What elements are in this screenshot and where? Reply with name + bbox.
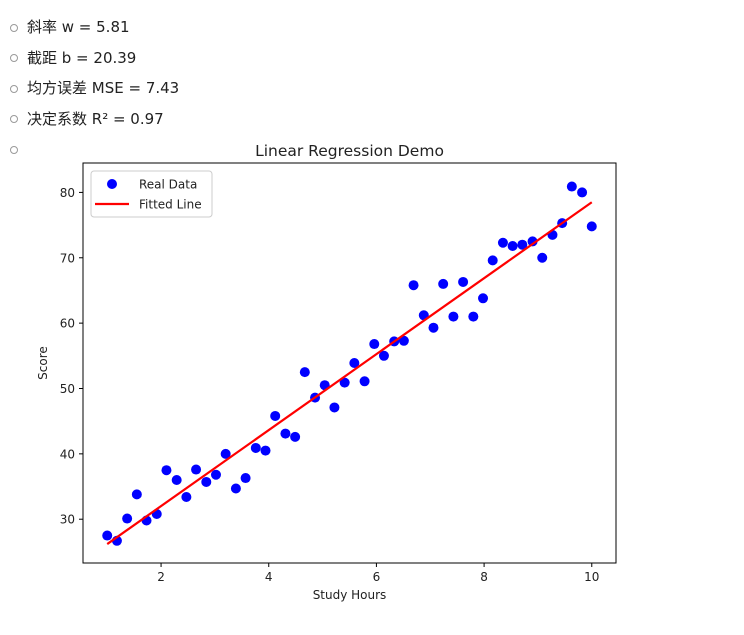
data-point <box>299 367 310 378</box>
bullet-icon <box>10 84 18 93</box>
data-point <box>201 476 212 487</box>
y-tick-label: 40 <box>60 447 75 461</box>
data-point <box>586 221 597 232</box>
stat-intercept: 截距 b = 20.39 <box>10 43 179 74</box>
data-point <box>527 236 538 247</box>
stat-r2: 决定系数 R² = 0.97 <box>10 104 179 135</box>
data-point <box>210 469 221 480</box>
stat-slope-text: 斜率 w = 5.81 <box>27 18 130 37</box>
data-point <box>537 252 548 263</box>
data-point <box>250 442 261 453</box>
data-point <box>577 187 588 198</box>
bullet-icon <box>10 115 18 124</box>
data-point <box>131 489 142 500</box>
data-point <box>240 473 251 484</box>
data-point <box>468 311 479 322</box>
data-point <box>408 280 419 291</box>
data-point <box>102 530 113 541</box>
fitted-line <box>106 201 593 545</box>
y-tick-label: 30 <box>60 513 75 527</box>
x-tick-label: 2 <box>157 570 165 584</box>
data-point <box>191 464 202 475</box>
stat-empty <box>10 134 179 165</box>
data-point <box>398 335 409 346</box>
legend-box <box>90 170 213 218</box>
data-point <box>122 513 133 524</box>
data-point <box>566 181 577 192</box>
data-point <box>359 376 370 387</box>
data-point <box>378 350 389 361</box>
y-tick-label: 50 <box>60 382 75 396</box>
x-axis-label: Study Hours <box>313 588 387 602</box>
data-point <box>517 239 528 250</box>
data-point <box>220 448 231 459</box>
data-point <box>487 255 498 266</box>
data-point <box>438 278 449 289</box>
data-point <box>161 465 172 476</box>
data-point <box>497 237 508 248</box>
chart-title: Linear Regression Demo <box>255 142 444 160</box>
data-point <box>428 322 439 333</box>
stat-intercept-text: 截距 b = 20.39 <box>27 48 137 67</box>
y-tick-label: 60 <box>60 317 75 331</box>
bullet-icon <box>10 23 18 32</box>
legend-label-real-data: Real Data <box>139 178 197 192</box>
data-point <box>230 483 241 494</box>
x-tick-label: 8 <box>480 570 488 584</box>
y-tick-label: 80 <box>60 186 75 200</box>
data-point <box>478 293 489 304</box>
stat-mse-text: 均方误差 MSE = 7.43 <box>27 79 180 98</box>
legend-marker-real-data <box>107 179 117 189</box>
stat-slope: 斜率 w = 5.81 <box>10 12 179 43</box>
data-point <box>171 474 182 485</box>
stats-list: 斜率 w = 5.81 截距 b = 20.39 均方误差 MSE = 7.43… <box>10 12 179 165</box>
data-point <box>349 358 360 368</box>
data-point <box>260 445 271 456</box>
data-point <box>448 311 459 322</box>
data-point <box>339 377 350 388</box>
stat-mse: 均方误差 MSE = 7.43 <box>10 73 179 104</box>
data-point <box>329 402 340 413</box>
plot-frame <box>82 162 617 564</box>
x-tick-label: 6 <box>373 570 381 584</box>
data-point <box>290 431 301 442</box>
data-point <box>369 339 380 350</box>
x-tick-label: 4 <box>265 570 273 584</box>
data-point <box>507 241 518 252</box>
data-point <box>280 428 291 439</box>
data-point <box>270 410 281 421</box>
y-tick-label: 70 <box>60 251 75 265</box>
y-axis-label: Score <box>36 346 50 380</box>
legend-label-fitted-line: Fitted Line <box>139 198 202 212</box>
stat-r2-text: 决定系数 R² = 0.97 <box>27 109 164 128</box>
data-point <box>458 276 469 287</box>
data-point <box>181 491 192 502</box>
x-tick-label: 10 <box>584 570 599 584</box>
bullet-icon <box>10 145 18 154</box>
bullet-icon <box>10 54 18 63</box>
